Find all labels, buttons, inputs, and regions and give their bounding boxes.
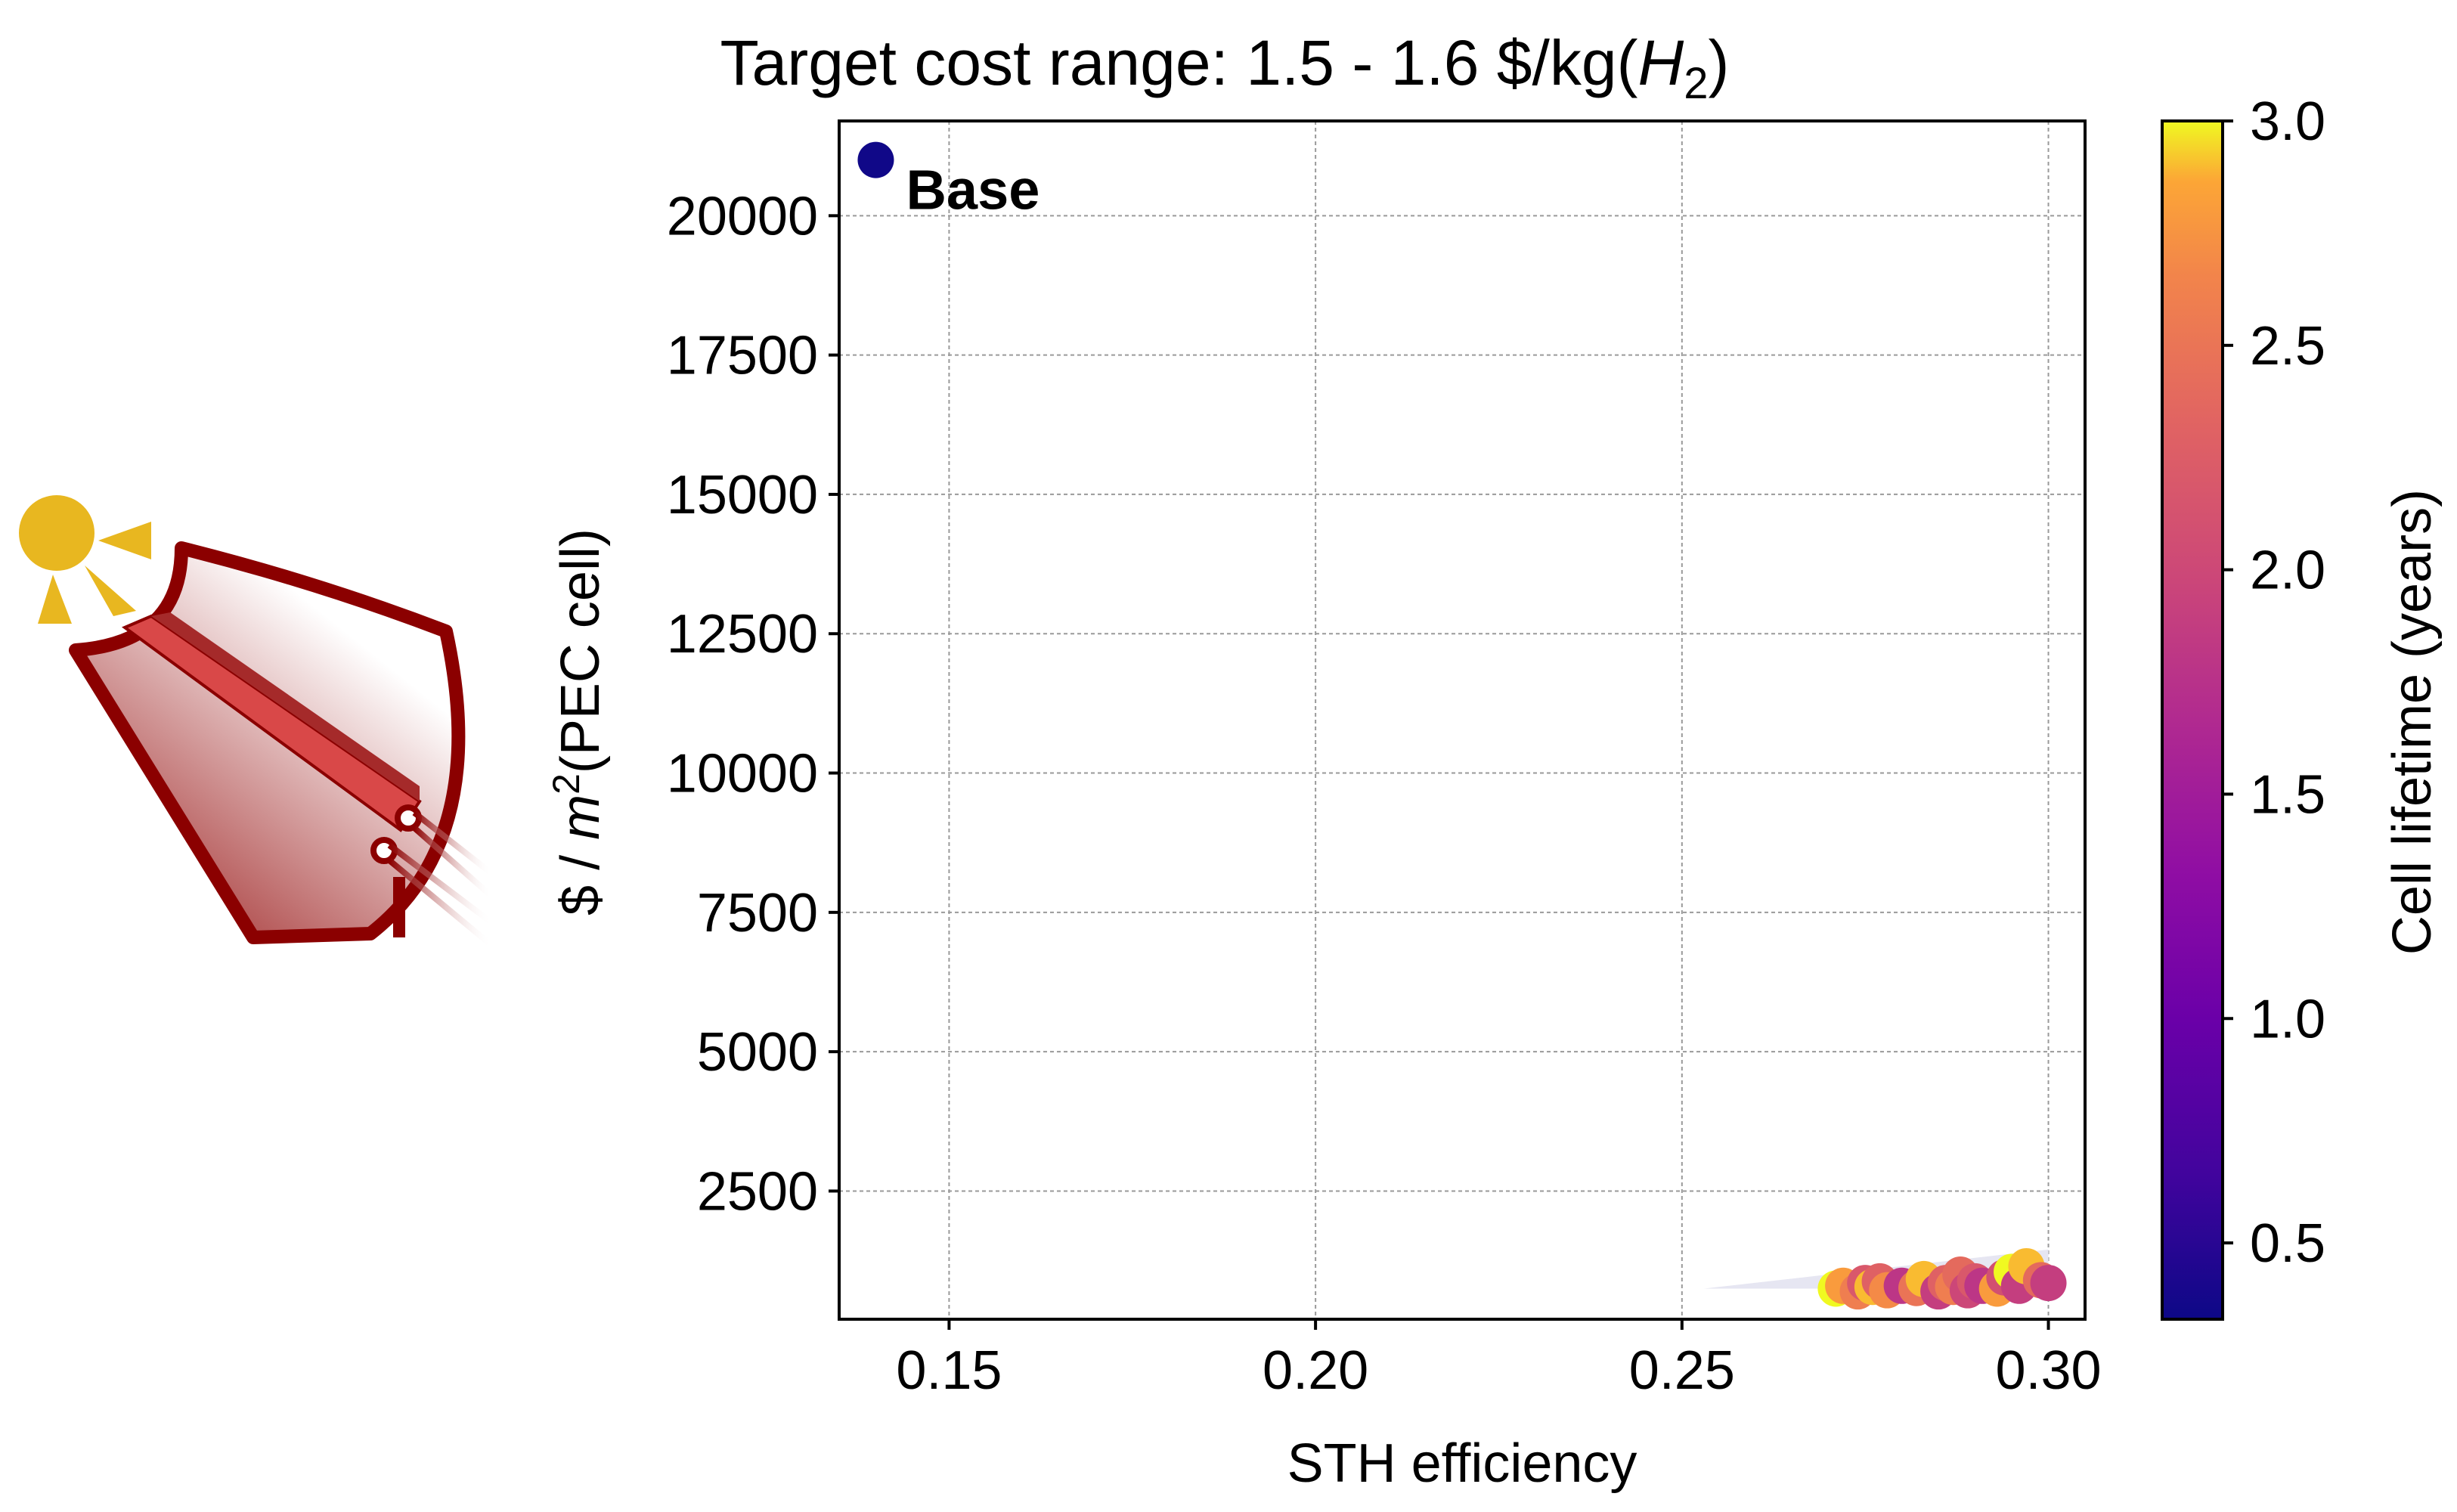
colorbar-tick-label: 2.0 [2250, 541, 2325, 601]
sun-icon [19, 495, 94, 571]
y-tick-label: 7500 [697, 883, 818, 943]
grid-lines [839, 121, 2085, 1319]
sun-ray [38, 575, 72, 624]
colorbar-tick-label: 1.0 [2250, 989, 2325, 1049]
x-tick-label: 0.30 [1995, 1340, 2101, 1401]
colorbar: 0.5 1.0 1.5 2.0 2.5 3.0 Cell lifetime (years) [2161, 91, 2443, 1321]
scatter-points [1817, 1247, 2067, 1310]
colorbar-tick-label: 2.5 [2250, 316, 2325, 376]
colorbar-ticks: 0.5 1.0 1.5 2.0 2.5 3.0 [2223, 91, 2325, 1274]
colorbar-tick-label: 0.5 [2250, 1213, 2325, 1274]
x-axis-label: STH efficiency [1287, 1433, 1637, 1494]
base-point [857, 141, 894, 178]
y-tick-label: 5000 [697, 1022, 818, 1083]
y-tick-label: 20000 [667, 186, 818, 246]
y-tick-label: 17500 [667, 326, 818, 386]
gas-pipe [387, 857, 494, 948]
chart-title: Target cost range: 1.5 - 1.6 $/kg(H2) [720, 27, 1730, 108]
y-tick-label: 10000 [667, 744, 818, 804]
colorbar-tick-label: 3.0 [2250, 91, 2325, 152]
pipe-end [395, 804, 422, 832]
x-tick-label: 0.15 [896, 1340, 1002, 1401]
base-point-group: Base [857, 141, 1040, 222]
scatter-point [2030, 1265, 2067, 1302]
y-axis-ticks: 2500 5000 7500 10000 12500 15000 17500 20000 [667, 186, 839, 1222]
gas-pipe [412, 810, 494, 876]
colorbar-tick-label: 1.5 [2250, 764, 2325, 825]
gas-pipe [412, 826, 494, 898]
y-tick-label: 15000 [667, 465, 818, 525]
x-tick-label: 0.20 [1263, 1340, 1368, 1401]
pec-device-icon [19, 495, 494, 948]
plot-area: Base [838, 119, 2087, 1321]
x-axis-ticks: 0.15 0.20 0.25 0.30 [896, 1319, 2102, 1401]
y-tick-label: 12500 [667, 604, 818, 665]
electrode-bar-top [151, 612, 420, 801]
y-tick-label: 2500 [697, 1161, 818, 1222]
sun-ray [85, 565, 136, 616]
x-tick-label: 0.25 [1629, 1340, 1735, 1401]
plot-frame [838, 119, 2087, 1321]
colorbar-label: Cell lifetime (years) [2382, 489, 2443, 955]
base-label: Base [906, 159, 1040, 222]
gas-pipe [387, 842, 494, 925]
y-axis-label: $ / m2(PEC cell) [545, 528, 611, 916]
sun-ray [98, 522, 151, 559]
colorbar-gradient [2161, 119, 2224, 1321]
